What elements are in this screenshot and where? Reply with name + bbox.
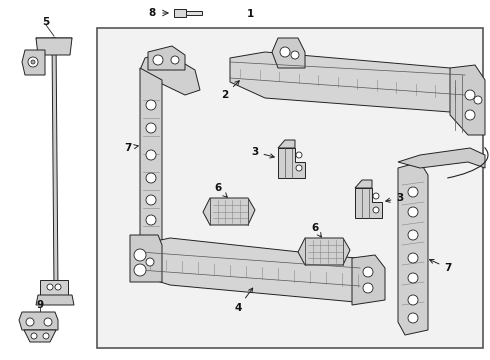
Bar [97,28,483,348]
Polygon shape [230,52,468,112]
Circle shape [296,152,302,158]
Text: 9: 9 [36,300,44,310]
Circle shape [408,295,418,305]
Circle shape [146,123,156,133]
Circle shape [408,187,418,197]
Polygon shape [398,162,428,335]
Polygon shape [203,198,255,225]
Circle shape [408,207,418,217]
Polygon shape [398,148,485,168]
Polygon shape [355,188,382,218]
Circle shape [134,264,146,276]
Polygon shape [278,140,295,148]
Circle shape [408,230,418,240]
Circle shape [296,165,302,171]
Polygon shape [36,295,74,305]
Polygon shape [52,38,58,290]
Circle shape [43,333,49,339]
Polygon shape [130,235,162,282]
Text: 6: 6 [311,223,321,237]
Text: 6: 6 [215,183,227,197]
Polygon shape [40,280,68,295]
Polygon shape [140,52,200,95]
Circle shape [44,318,52,326]
Circle shape [291,51,299,59]
Text: 3: 3 [251,147,274,158]
Circle shape [146,258,154,266]
Circle shape [146,100,156,110]
Circle shape [31,333,37,339]
Polygon shape [355,180,372,188]
Circle shape [408,273,418,283]
Text: 2: 2 [221,81,239,100]
Circle shape [146,173,156,183]
Text: 7: 7 [124,143,138,153]
Circle shape [408,313,418,323]
Circle shape [474,96,482,104]
Circle shape [153,55,163,65]
Polygon shape [22,50,45,75]
Polygon shape [298,238,350,265]
Polygon shape [24,330,56,342]
Circle shape [146,215,156,225]
Circle shape [171,56,179,64]
Polygon shape [138,238,368,302]
Circle shape [47,284,53,290]
Circle shape [465,90,475,100]
Circle shape [465,110,475,120]
Text: 7: 7 [430,260,452,273]
Polygon shape [148,46,185,70]
Circle shape [363,267,373,277]
Polygon shape [352,255,385,305]
Polygon shape [36,38,72,42]
Circle shape [373,193,379,199]
Polygon shape [278,148,305,178]
Text: 1: 1 [246,9,254,19]
Circle shape [373,207,379,213]
Text: 3: 3 [386,193,404,203]
Bar [174,9,186,17]
Text: 4: 4 [234,288,253,313]
Circle shape [31,60,35,64]
Circle shape [26,318,34,326]
Circle shape [408,253,418,263]
Circle shape [28,57,38,67]
Circle shape [134,249,146,261]
Polygon shape [36,38,72,55]
Polygon shape [272,38,305,68]
Circle shape [55,284,61,290]
Circle shape [363,283,373,293]
Polygon shape [450,65,485,135]
Circle shape [146,150,156,160]
Circle shape [280,47,290,57]
Polygon shape [19,312,58,330]
Circle shape [146,195,156,205]
Bar [186,11,202,15]
Text: 5: 5 [42,17,49,27]
Text: 8: 8 [148,8,156,18]
Polygon shape [140,68,162,248]
